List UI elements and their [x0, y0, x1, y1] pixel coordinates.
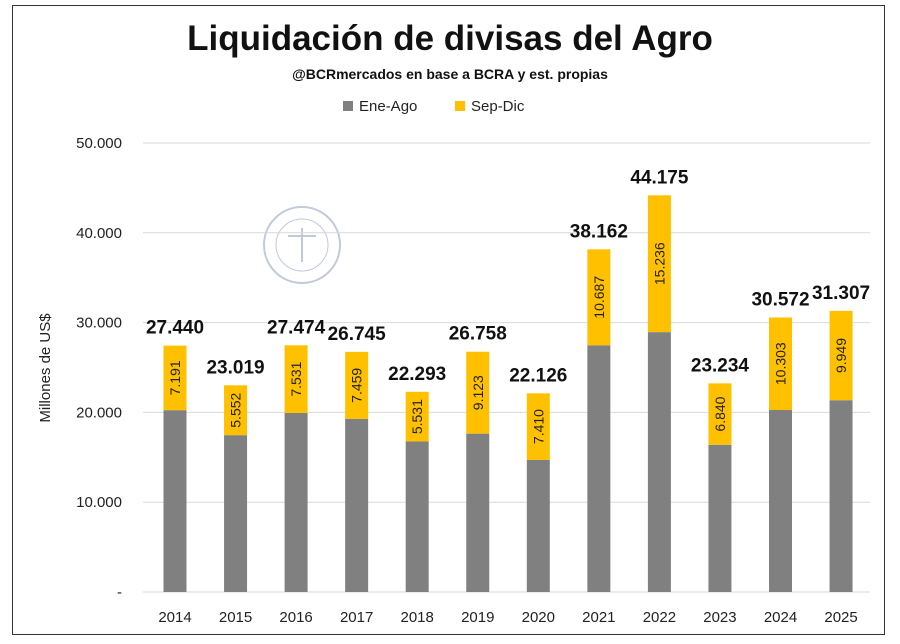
bar-ene-ago-2021 — [587, 345, 611, 592]
total-data-label: 44.175 — [630, 167, 689, 188]
bar-sep-dic-2021 — [587, 249, 611, 346]
bar-sep-dic-2025 — [829, 310, 853, 401]
sep-dic-data-label: 7.191 — [167, 360, 183, 395]
total-data-label: 22.293 — [388, 364, 446, 385]
bar-ene-ago-2017 — [345, 418, 369, 592]
total-data-label: 27.474 — [267, 317, 326, 338]
total-data-label: 31.307 — [812, 283, 870, 304]
sep-dic-data-label: 10.303 — [773, 342, 789, 385]
x-tick-label: 2016 — [279, 609, 312, 626]
total-data-label: 23.019 — [206, 357, 264, 378]
bar-ene-ago-2015 — [224, 435, 248, 592]
bar-ene-ago-2024 — [769, 409, 792, 592]
sep-dic-data-label: 10.687 — [591, 276, 607, 319]
sep-dic-data-label: 7.459 — [349, 368, 365, 403]
bar-ene-ago-2018 — [405, 441, 429, 592]
total-data-label: 27.440 — [146, 318, 204, 339]
total-data-label: 23.234 — [691, 355, 750, 376]
sep-dic-data-label: 9.123 — [470, 375, 486, 410]
bar-ene-ago-2014 — [163, 410, 187, 592]
sep-dic-data-label: 7.531 — [288, 361, 304, 396]
x-tick-label: 2023 — [703, 609, 736, 626]
x-tick-label: 2025 — [824, 609, 857, 626]
bcr-seal-watermark — [263, 206, 341, 284]
bar-sep-dic-2023 — [708, 383, 732, 445]
y-tick-label: - — [117, 584, 122, 601]
x-tick-label: 2020 — [522, 609, 555, 626]
bar-sep-dic-2014 — [163, 345, 187, 411]
bar-sep-dic-2019 — [466, 351, 490, 434]
total-data-label: 38.162 — [570, 221, 628, 242]
bar-ene-ago-2020 — [526, 459, 550, 592]
bar-sep-dic-2024 — [769, 317, 792, 410]
total-data-label: 26.745 — [328, 324, 387, 345]
x-tick-label: 2021 — [582, 609, 615, 626]
x-tick-label: 2019 — [461, 609, 494, 626]
x-tick-label: 2024 — [764, 609, 797, 626]
chart-title: Liquidación de divisas del Agro — [187, 19, 713, 58]
bar-ene-ago-2025 — [829, 400, 853, 592]
x-tick-label: 2014 — [158, 609, 191, 626]
legend-swatch-ene-ago — [343, 101, 353, 111]
y-tick-label: 20.000 — [76, 404, 122, 421]
bar-sep-dic-2017 — [345, 351, 369, 419]
bar-sep-dic-2016 — [284, 345, 308, 413]
bar-ene-ago-2022 — [647, 332, 671, 592]
sep-dic-data-label: 5.531 — [409, 399, 425, 434]
x-tick-label: 2015 — [219, 609, 252, 626]
sep-dic-data-label: 6.840 — [712, 396, 728, 431]
bar-ene-ago-2016 — [284, 412, 308, 592]
legend-label-ene-ago: Ene-Ago — [359, 98, 417, 115]
x-tick-label: 2017 — [340, 609, 373, 626]
total-data-label: 26.758 — [449, 324, 507, 345]
sep-dic-data-label: 7.410 — [530, 409, 546, 444]
x-tick-label: 2022 — [643, 609, 676, 626]
sep-dic-data-label: 9.949 — [833, 338, 849, 373]
y-tick-label: 50.000 — [76, 135, 122, 152]
y-tick-label: 40.000 — [76, 225, 122, 242]
total-data-label: 30.572 — [751, 289, 809, 310]
bar-ene-ago-2019 — [466, 433, 490, 592]
chart-subtitle: @BCRmercados en base a BCRA y est. propi… — [292, 66, 608, 82]
bar-ene-ago-2023 — [708, 444, 732, 592]
x-tick-label: 2018 — [401, 609, 434, 626]
legend-swatch-sep-dic — [455, 101, 465, 111]
chart-frame — [12, 5, 885, 635]
total-data-label: 22.126 — [509, 365, 567, 386]
y-axis-label: Millones de US$ — [37, 313, 54, 423]
legend-label-sep-dic: Sep-Dic — [471, 98, 525, 115]
y-tick-label: 30.000 — [76, 315, 122, 332]
y-tick-label: 10.000 — [76, 494, 122, 511]
sep-dic-data-label: 5.552 — [228, 392, 244, 427]
bar-sep-dic-2015 — [224, 385, 248, 436]
bar-sep-dic-2018 — [405, 391, 429, 442]
legend: Ene-Ago Sep-Dic — [343, 98, 525, 115]
bar-sep-dic-2022 — [647, 195, 671, 333]
bar-sep-dic-2020 — [526, 393, 550, 460]
sep-dic-data-label: 15.236 — [651, 242, 667, 285]
